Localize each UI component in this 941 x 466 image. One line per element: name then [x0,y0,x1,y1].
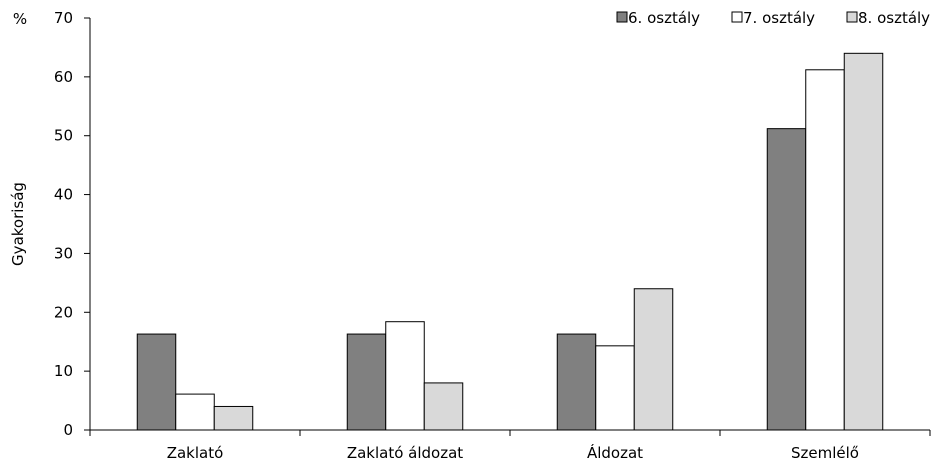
bar [385,321,425,431]
legend-label: 6. osztály [628,9,700,27]
category-label: Zaklató [167,444,224,462]
y-axis-label: Gyakoriság [9,182,27,266]
y-ticks: 0 10 20 30 40 50 60 70 [54,9,90,439]
legend-swatch [731,11,743,23]
legend-swatch [846,11,858,23]
bar [213,405,254,431]
bar [136,333,177,431]
bar [346,333,387,431]
y-tick-label: 10 [54,362,73,380]
y-tick-label: 50 [54,127,73,145]
bar [633,288,674,431]
bar [843,52,884,431]
bar [805,69,845,431]
legend: 6. osztály 7. osztály 8. osztály [616,9,930,27]
legend-swatch [616,11,628,23]
y-tick-label: 40 [54,186,73,204]
y-tick-label: 30 [54,244,73,262]
bar [423,382,464,431]
bar [556,333,597,431]
bar [175,393,215,431]
bars [136,52,884,431]
y-tick-label: 70 [54,9,73,27]
category-label: Áldozat [587,443,643,462]
bar [595,345,635,431]
legend-label: 7. osztály [743,9,815,27]
y-tick-label: 0 [63,421,73,439]
category-label: Szemlélő [791,444,859,462]
y-tick-label: 60 [54,68,73,86]
y-unit-label: % [13,10,27,28]
x-ticks: Zaklató Zaklató áldozat Áldozat Szemlélő [89,430,931,462]
legend-label: 8. osztály [858,9,930,27]
category-label: Zaklató áldozat [347,444,463,462]
y-tick-label: 20 [54,303,73,321]
bar [766,128,807,431]
